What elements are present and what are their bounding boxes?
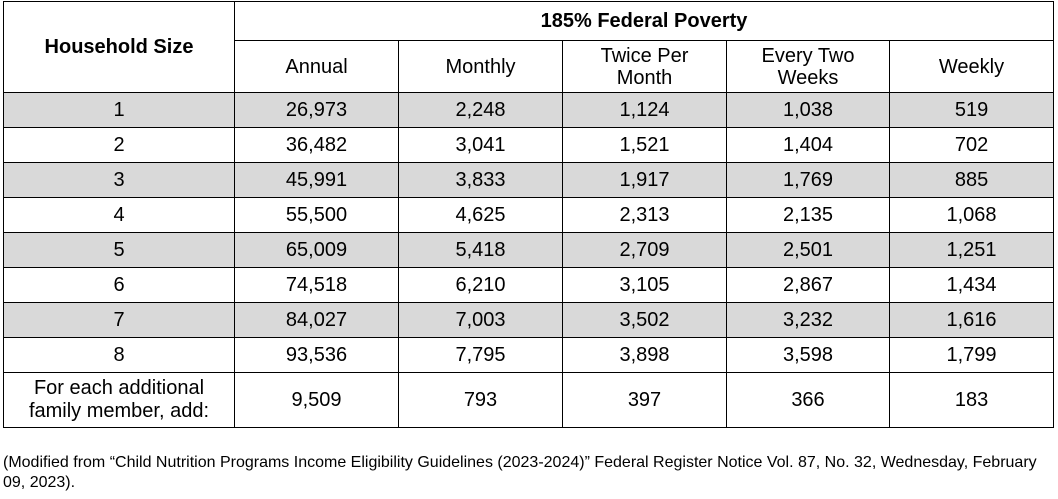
header-row-group: Household Size 185% Federal Poverty bbox=[3, 0, 1055, 93]
cell-every-two-weeks: 2,501 bbox=[726, 232, 890, 268]
household-size-cell: 1 bbox=[3, 92, 235, 128]
column-header-weekly: Weekly bbox=[888, 40, 1055, 93]
cell-weekly: 1,068 bbox=[888, 197, 1055, 233]
cell-monthly: 3,041 bbox=[398, 127, 563, 163]
additional-every-two-weeks: 366 bbox=[726, 372, 890, 428]
household-size-cell: 2 bbox=[3, 127, 235, 163]
table-row: 5 65,009 5,418 2,709 2,501 1,251 bbox=[3, 232, 1055, 268]
cell-weekly: 702 bbox=[888, 127, 1055, 163]
cell-annual: 36,482 bbox=[234, 127, 399, 163]
poverty-group-header: 185% Federal Poverty bbox=[233, 0, 1055, 42]
source-footnote: (Modified from “Child Nutrition Programs… bbox=[3, 454, 1037, 491]
cell-annual: 65,009 bbox=[234, 232, 399, 268]
household-size-cell: 4 bbox=[3, 197, 235, 233]
household-size-cell: 6 bbox=[3, 267, 235, 303]
column-header-monthly: Monthly bbox=[398, 40, 563, 93]
cell-every-two-weeks: 2,867 bbox=[726, 267, 890, 303]
cell-weekly: 1,434 bbox=[888, 267, 1055, 303]
cell-weekly: 1,251 bbox=[888, 232, 1055, 268]
cell-twice-per-month: 3,502 bbox=[562, 302, 727, 338]
cell-weekly: 1,616 bbox=[888, 302, 1055, 338]
table-row: 2 36,482 3,041 1,521 1,404 702 bbox=[3, 127, 1055, 163]
table-row: 4 55,500 4,625 2,313 2,135 1,068 bbox=[3, 197, 1055, 233]
cell-monthly: 7,003 bbox=[398, 302, 563, 338]
table-row: 7 84,027 7,003 3,502 3,232 1,616 bbox=[3, 302, 1055, 338]
cell-monthly: 6,210 bbox=[398, 267, 563, 303]
cell-twice-per-month: 2,313 bbox=[562, 197, 727, 233]
household-size-header: Household Size bbox=[3, 1, 235, 93]
additional-annual: 9,509 bbox=[234, 372, 399, 428]
table-row: 1 26,973 2,248 1,124 1,038 519 bbox=[3, 92, 1055, 128]
household-size-cell: 7 bbox=[3, 302, 235, 338]
column-header-twice-per-month: Twice Per Month bbox=[562, 40, 727, 93]
additional-weekly: 183 bbox=[888, 372, 1055, 428]
cell-monthly: 2,248 bbox=[398, 92, 563, 128]
cell-monthly: 5,418 bbox=[398, 232, 563, 268]
table-row: 8 93,536 7,795 3,898 3,598 1,799 bbox=[3, 337, 1055, 373]
cell-monthly: 7,795 bbox=[398, 337, 563, 373]
table-row: 6 74,518 6,210 3,105 2,867 1,434 bbox=[3, 267, 1055, 303]
cell-annual: 26,973 bbox=[234, 92, 399, 128]
cell-annual: 55,500 bbox=[234, 197, 399, 233]
cell-monthly: 3,833 bbox=[398, 162, 563, 198]
household-size-cell: 5 bbox=[3, 232, 235, 268]
cell-every-two-weeks: 1,404 bbox=[726, 127, 890, 163]
cell-every-two-weeks: 2,135 bbox=[726, 197, 890, 233]
column-header-every-two-weeks: Every Two Weeks bbox=[726, 40, 890, 93]
cell-every-two-weeks: 1,769 bbox=[726, 162, 890, 198]
column-header-annual: Annual bbox=[234, 40, 399, 93]
cell-every-two-weeks: 3,598 bbox=[726, 337, 890, 373]
household-size-cell: 3 bbox=[3, 162, 235, 198]
income-eligibility-table: Household Size 185% Federal Poverty Annu… bbox=[3, 0, 1055, 428]
cell-annual: 74,518 bbox=[234, 267, 399, 303]
cell-monthly: 4,625 bbox=[398, 197, 563, 233]
header-row-columns: Annual Monthly Twice Per Month Every Two W… bbox=[4, 40, 1055, 93]
table-body: 1 26,973 2,248 1,124 1,038 519 2 36,482 3,041 1,5… bbox=[3, 92, 1055, 428]
cell-twice-per-month: 1,124 bbox=[562, 92, 727, 128]
cell-twice-per-month: 1,917 bbox=[562, 162, 727, 198]
table-row: 3 45,991 3,833 1,917 1,769 885 bbox=[3, 162, 1055, 198]
cell-annual: 45,991 bbox=[234, 162, 399, 198]
additional-twice-per-month: 397 bbox=[562, 372, 727, 428]
cell-twice-per-month: 3,898 bbox=[562, 337, 727, 373]
cell-annual: 84,027 bbox=[234, 302, 399, 338]
cell-annual: 93,536 bbox=[234, 337, 399, 373]
household-size-cell: 8 bbox=[3, 337, 235, 373]
cell-twice-per-month: 3,105 bbox=[562, 267, 727, 303]
additional-monthly: 793 bbox=[398, 372, 563, 428]
additional-member-row: For each additional family member, add: 9,… bbox=[3, 372, 1055, 428]
cell-weekly: 1,799 bbox=[888, 337, 1055, 373]
cell-every-two-weeks: 3,232 bbox=[726, 302, 890, 338]
cell-every-two-weeks: 1,038 bbox=[726, 92, 890, 128]
cell-weekly: 519 bbox=[888, 92, 1055, 128]
cell-twice-per-month: 2,709 bbox=[562, 232, 727, 268]
cell-weekly: 885 bbox=[888, 162, 1055, 198]
cell-twice-per-month: 1,521 bbox=[562, 127, 727, 163]
additional-member-label: For each additional family member, add: bbox=[3, 372, 235, 428]
